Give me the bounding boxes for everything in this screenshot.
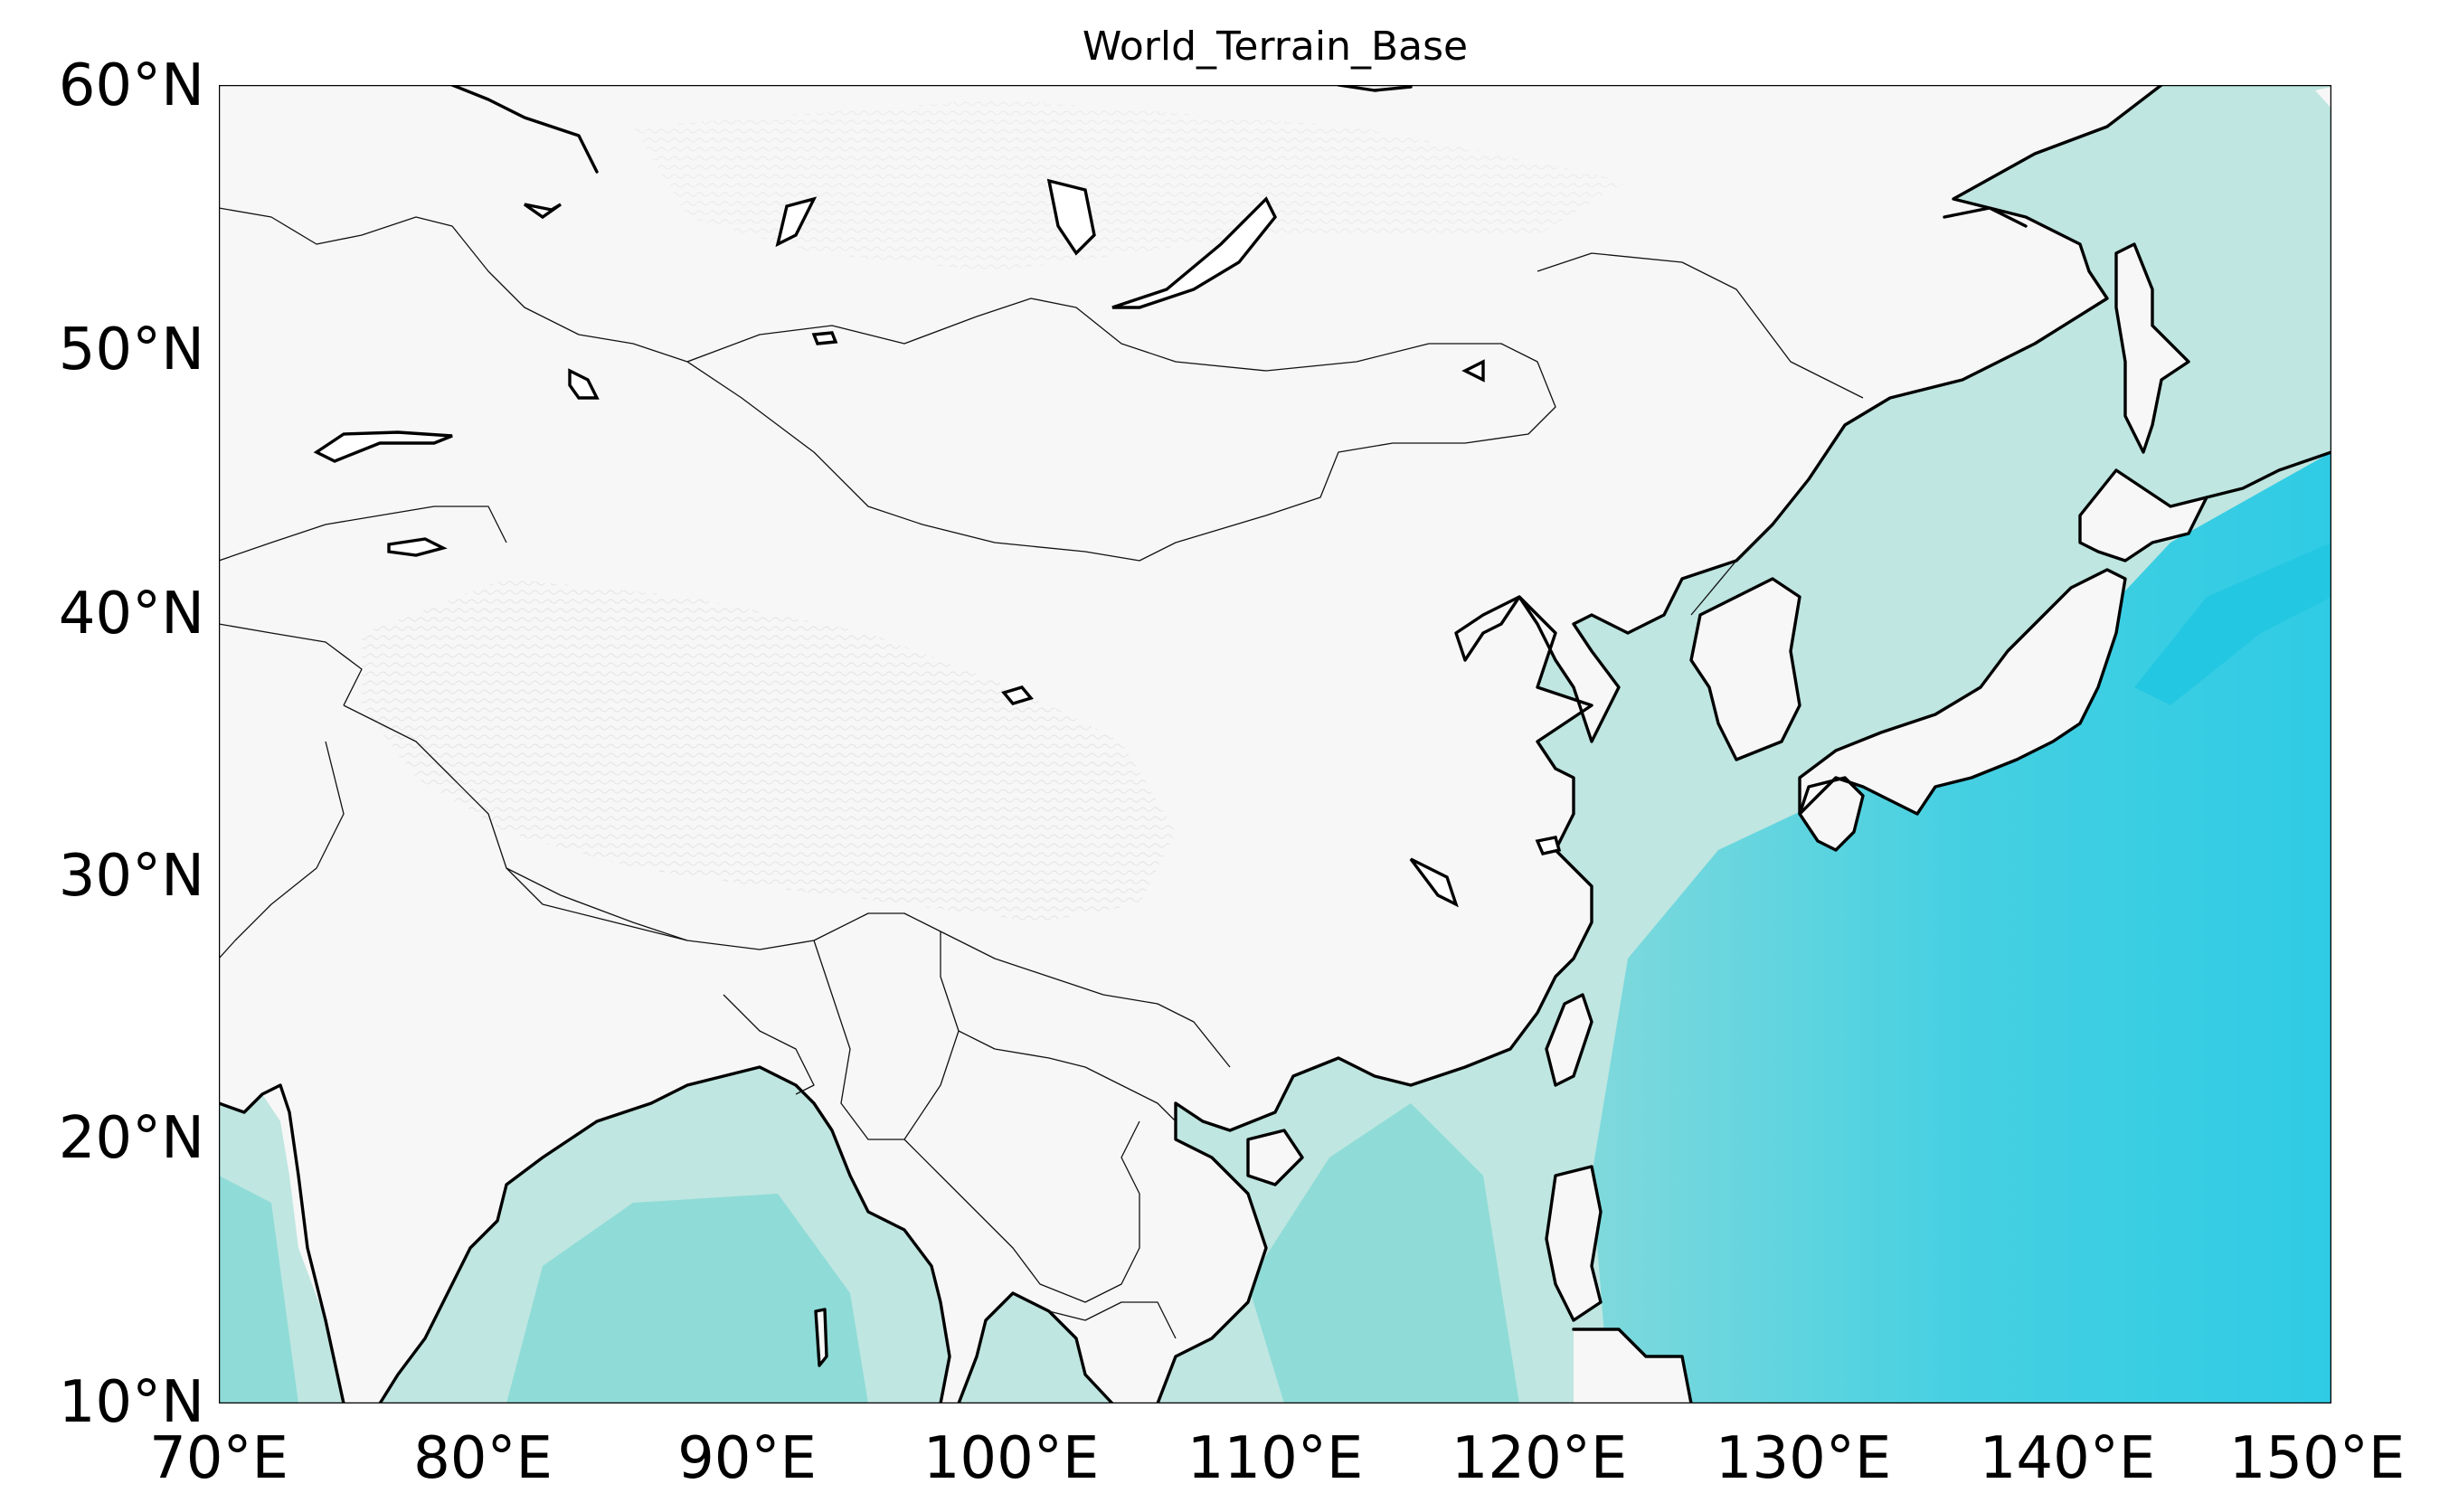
lake-qinghai (1001, 685, 1034, 705)
land-kamchatka-edge (2315, 87, 2331, 109)
map-title: World_Terrain_Base (1083, 24, 1468, 70)
ocean-bay-of-bengal-deep (506, 1194, 868, 1403)
lake-small-8 (1535, 836, 1562, 855)
y-tick-label: 30°N (59, 843, 204, 910)
lake-small-6 (811, 331, 838, 345)
lake-small-1 (524, 203, 562, 220)
x-tick-label: 80°E (413, 1425, 553, 1492)
border-china-korea (1690, 524, 1773, 616)
y-tick-label: 60°N (59, 52, 204, 119)
land-eurasia (219, 85, 2161, 1403)
border-china-russia-east (1537, 252, 1864, 399)
lake-balkhash (313, 430, 453, 463)
lakes (313, 178, 1562, 908)
border-mongolia (686, 298, 1556, 562)
y-tick-label: 50°N (59, 317, 204, 383)
lake-small-2 (568, 368, 600, 400)
border-myanmar (813, 931, 960, 1140)
lake-small-7 (1409, 857, 1459, 908)
border-kazakhstan (219, 207, 688, 363)
map-area (219, 85, 2331, 1403)
x-tick-label: 90°E (677, 1425, 817, 1492)
land-luzon (1546, 1167, 1601, 1320)
border-bangladesh (723, 994, 815, 1095)
lake-small-3 (775, 196, 818, 248)
x-tick-label: 110°E (1187, 1425, 1364, 1492)
lake-small-5 (1461, 359, 1485, 383)
land-japan-kyushu (1800, 778, 1863, 850)
x-tick-label: 70°E (149, 1425, 288, 1492)
coastlines (219, 85, 2331, 1403)
border-china-india (343, 704, 941, 950)
ocean-arabian-sea-deep (219, 1176, 298, 1403)
border-laos-vietnam (958, 1030, 1177, 1122)
border-central-asia-1 (219, 506, 507, 562)
border-nepal-bhutan (506, 867, 688, 941)
land-japan-hokkaido (2080, 470, 2207, 561)
border-china-vietnam (940, 931, 1231, 1068)
lake-baikal (1111, 196, 1278, 309)
y-tick-label: 40°N (59, 581, 204, 647)
x-tick-label: 100°E (923, 1425, 1100, 1492)
border-india-pak (219, 741, 345, 959)
border-central-asia-2 (219, 623, 363, 706)
x-tick-label: 120°E (1451, 1425, 1628, 1492)
land-visayas (1574, 1329, 1691, 1403)
terrain-texture (362, 579, 1176, 922)
border-cambodia (1048, 1301, 1177, 1339)
x-tick-label: 140°E (1980, 1425, 2156, 1492)
land-korea (1691, 579, 1800, 760)
lake-issyk-kul (387, 537, 448, 557)
country-borders (219, 207, 1864, 1339)
land-japan-honshu (1800, 570, 2125, 814)
y-tick-label: 20°N (59, 1105, 204, 1172)
y-tick-label: 10°N (59, 1369, 204, 1436)
land-sakhalin (2116, 244, 2189, 452)
x-tick-label: 130°E (1716, 1425, 1892, 1492)
border-thailand (903, 1120, 1140, 1303)
x-tick-label: 150°E (2229, 1425, 2406, 1492)
ocean-kuril-trench (2134, 543, 2331, 705)
y-axis-labels: 60°N 50°N 40°N 30°N 20°N 10°N (59, 52, 204, 1436)
ocean-south-china-sea-deep (1248, 1103, 1519, 1403)
x-axis-labels: 70°E 80°E 90°E 100°E 110°E 120°E 130°E 1… (149, 1425, 2405, 1492)
terrain-texture-north (633, 99, 1628, 271)
land-taiwan (1546, 995, 1592, 1085)
lake-small-4 (1046, 178, 1096, 256)
